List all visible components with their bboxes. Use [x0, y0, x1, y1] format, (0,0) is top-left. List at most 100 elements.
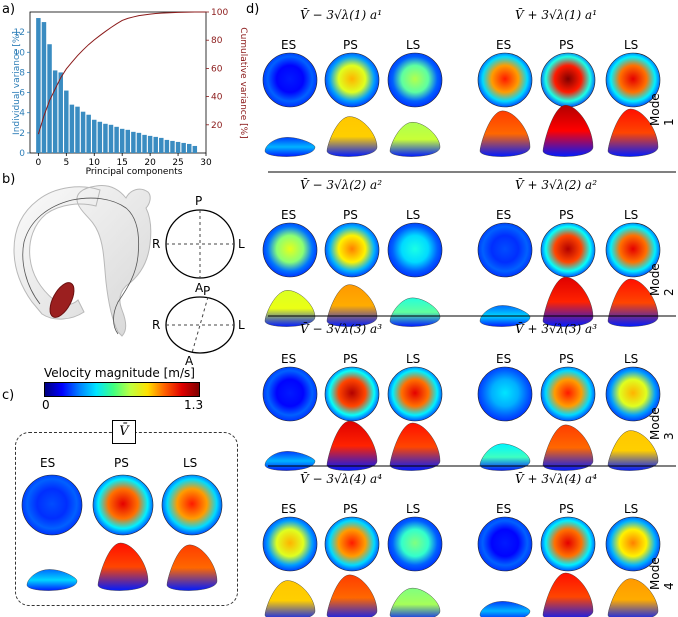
mode-label: Mode 1 [648, 93, 676, 126]
phase-label: PS [559, 38, 574, 52]
phase-label: LS [624, 38, 639, 52]
mean-field-title: V̄ [112, 420, 136, 444]
variance-bar [153, 136, 158, 153]
mode-velocity-profile [264, 451, 316, 471]
variance-bar [97, 121, 103, 153]
colorbar-title: Velocity magnitude [m/s] [44, 366, 195, 380]
variance-bar [175, 141, 181, 153]
mode-velocity-profile [607, 578, 659, 617]
mode-velocity-disk [605, 52, 661, 108]
colorbar-min: 0 [42, 398, 50, 412]
variance-bar [131, 131, 136, 153]
variance-bar [86, 114, 91, 153]
phase-label: ES [496, 502, 512, 516]
phase-label: PS [559, 352, 574, 366]
panel-c-phase-ps: PS [114, 456, 129, 470]
variance-bar [80, 111, 86, 153]
cumulative-line [37, 11, 206, 135]
mode-velocity-disk [387, 516, 443, 572]
mode-velocity-disk [262, 516, 318, 572]
x-tick-label: 25 [172, 158, 183, 168]
mode-velocity-disk [477, 52, 533, 108]
variance-bar [108, 124, 114, 153]
phase-label: ES [496, 208, 512, 222]
y-tick-label: 4 [19, 109, 25, 119]
mode-velocity-disk [262, 52, 318, 108]
variance-bar [147, 135, 153, 153]
mode-title: V̄ + 3√λ(3) a³ [515, 322, 598, 336]
variance-bar [192, 145, 198, 153]
mode-velocity-disk [477, 366, 533, 422]
variance-bar [36, 18, 41, 153]
mode-velocity-disk [324, 516, 380, 572]
mode-velocity-profile [542, 572, 594, 617]
y2-tick-label: 100 [211, 8, 228, 18]
variance-bar [187, 143, 192, 153]
mean-velocity-profile [26, 569, 78, 591]
mode-label: Mode 4 [648, 557, 676, 590]
mode-velocity-disk [324, 366, 380, 422]
variance-bar [103, 123, 108, 153]
mode-velocity-profile [389, 422, 441, 471]
mode-label: Mode 2 [648, 263, 676, 296]
variance-bar [181, 142, 186, 153]
phase-label: PS [559, 208, 574, 222]
top-ring-r: R [152, 237, 161, 251]
bottom-ring-l: L [238, 318, 245, 332]
mode-velocity-profile [607, 278, 659, 327]
mode-velocity-profile [326, 574, 378, 617]
mean-velocity-disk [92, 474, 154, 536]
mode-label: Mode 3 [648, 407, 676, 440]
mode-title: V̄ + 3√λ(2) a² [515, 178, 598, 192]
panel-label-d: d) [246, 2, 260, 17]
mode-velocity-profile [479, 443, 531, 471]
variance-bar [92, 119, 97, 153]
variance-bar [75, 106, 80, 153]
variance-bar [64, 90, 69, 153]
y-tick-label: 8 [19, 68, 25, 78]
y2-tick-label: 20 [211, 121, 223, 131]
variance-bar [142, 134, 147, 153]
mode-velocity-disk [605, 516, 661, 572]
mode-velocity-profile [264, 580, 316, 617]
x-tick-label: 30 [200, 158, 212, 168]
mode-velocity-disk [324, 52, 380, 108]
variance-bar [136, 132, 142, 153]
phase-label: PS [343, 38, 358, 52]
mode-velocity-profile [542, 104, 594, 157]
mode-title: V̄ − 3√λ(2) a² [300, 178, 383, 192]
mode-velocity-disk [605, 366, 661, 422]
mode-velocity-disk [540, 366, 596, 422]
variance-bar [41, 22, 47, 154]
mean-velocity-disk [21, 474, 83, 536]
variance-bar [170, 140, 175, 153]
mode-velocity-disk [324, 222, 380, 278]
mode-velocity-disk [477, 222, 533, 278]
panel-label-c: c) [2, 388, 15, 403]
x-tick-label: 0 [36, 158, 42, 168]
phase-label: ES [281, 352, 297, 366]
mode-velocity-profile [264, 290, 316, 327]
phase-label: LS [406, 208, 421, 222]
mean-velocity-disk [161, 474, 223, 536]
phase-label: LS [406, 352, 421, 366]
mode-title: V̄ + 3√λ(1) a¹ [515, 8, 598, 22]
y-tick-label: 6 [19, 89, 25, 99]
phase-label: LS [624, 352, 639, 366]
variance-bar [69, 104, 75, 153]
phase-label: PS [559, 502, 574, 516]
phase-label: PS [343, 352, 358, 366]
y-tick-label: 12 [14, 28, 25, 38]
variance-bar [159, 137, 164, 153]
variance-bar [47, 44, 52, 153]
mode-velocity-profile [326, 116, 378, 157]
mode-velocity-profile [607, 108, 659, 157]
mode-velocity-disk [540, 52, 596, 108]
velocity-colorbar [44, 382, 200, 397]
colorbar-max: 1.3 [184, 398, 204, 412]
mode-velocity-disk [540, 222, 596, 278]
mean-velocity-profile [166, 544, 218, 591]
variance-bar [119, 128, 125, 153]
